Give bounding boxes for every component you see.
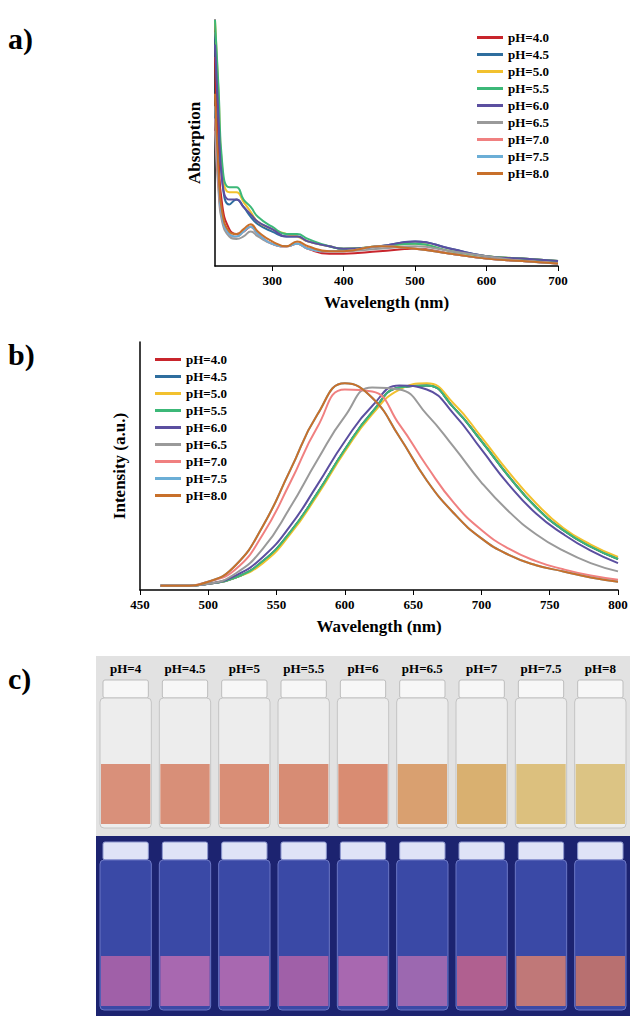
svg-text:pH=7.0: pH=7.0 bbox=[508, 132, 549, 147]
svg-text:pH=8.0: pH=8.0 bbox=[508, 166, 549, 181]
svg-text:pH=7.5: pH=7.5 bbox=[521, 661, 562, 676]
svg-text:300: 300 bbox=[262, 273, 282, 288]
svg-text:750: 750 bbox=[540, 597, 560, 612]
svg-text:pH=7.5: pH=7.5 bbox=[508, 149, 549, 164]
svg-text:pH=6.5: pH=6.5 bbox=[508, 115, 549, 130]
svg-text:pH=5.0: pH=5.0 bbox=[508, 64, 549, 79]
html-text:c): c) bbox=[8, 662, 32, 695]
svg-text:pH=5.5: pH=5.5 bbox=[186, 403, 227, 418]
svg-text:pH=4.5: pH=4.5 bbox=[165, 661, 206, 676]
svg-text:pH=5: pH=5 bbox=[229, 661, 261, 676]
svg-text:pH=6: pH=6 bbox=[347, 661, 379, 676]
svg-text:pH=5.5: pH=5.5 bbox=[508, 81, 549, 96]
svg-text:Absorption: Absorption bbox=[185, 101, 204, 184]
svg-text:pH=4: pH=4 bbox=[110, 661, 142, 676]
svg-text:pH=7.5: pH=7.5 bbox=[186, 471, 227, 486]
svg-text:pH=4.0: pH=4.0 bbox=[186, 352, 227, 367]
svg-text:pH=7.0: pH=7.0 bbox=[186, 454, 227, 469]
svg-text:600: 600 bbox=[477, 273, 497, 288]
svg-text:700: 700 bbox=[548, 273, 568, 288]
html-text:a): a) bbox=[8, 22, 33, 55]
html-text:b): b) bbox=[8, 338, 35, 371]
svg-text:450: 450 bbox=[130, 597, 150, 612]
svg-text:pH=5.5: pH=5.5 bbox=[283, 661, 324, 676]
svg-text:pH=5.0: pH=5.0 bbox=[186, 386, 227, 401]
svg-text:pH=7: pH=7 bbox=[466, 661, 498, 676]
svg-text:Wavelength (nm): Wavelength (nm) bbox=[316, 617, 441, 636]
svg-text:pH=4.5: pH=4.5 bbox=[508, 47, 549, 62]
svg-text:Intensity (a.u.): Intensity (a.u.) bbox=[110, 413, 129, 519]
svg-text:400: 400 bbox=[334, 273, 354, 288]
svg-text:pH=8: pH=8 bbox=[585, 661, 617, 676]
svg-text:500: 500 bbox=[405, 273, 425, 288]
svg-text:Wavelength (nm): Wavelength (nm) bbox=[324, 293, 449, 312]
svg-text:pH=6.5: pH=6.5 bbox=[402, 661, 443, 676]
svg-text:pH=6.0: pH=6.0 bbox=[508, 98, 549, 113]
svg-text:500: 500 bbox=[199, 597, 219, 612]
svg-text:pH=6.0: pH=6.0 bbox=[186, 420, 227, 435]
svg-text:600: 600 bbox=[335, 597, 355, 612]
svg-text:800: 800 bbox=[608, 597, 628, 612]
svg-text:550: 550 bbox=[267, 597, 287, 612]
svg-text:pH=6.5: pH=6.5 bbox=[186, 437, 227, 452]
svg-text:pH=4.5: pH=4.5 bbox=[186, 369, 227, 384]
svg-text:pH=8.0: pH=8.0 bbox=[186, 488, 227, 503]
svg-text:700: 700 bbox=[472, 597, 492, 612]
svg-text:pH=4.0: pH=4.0 bbox=[508, 30, 549, 45]
svg-text:650: 650 bbox=[403, 597, 423, 612]
